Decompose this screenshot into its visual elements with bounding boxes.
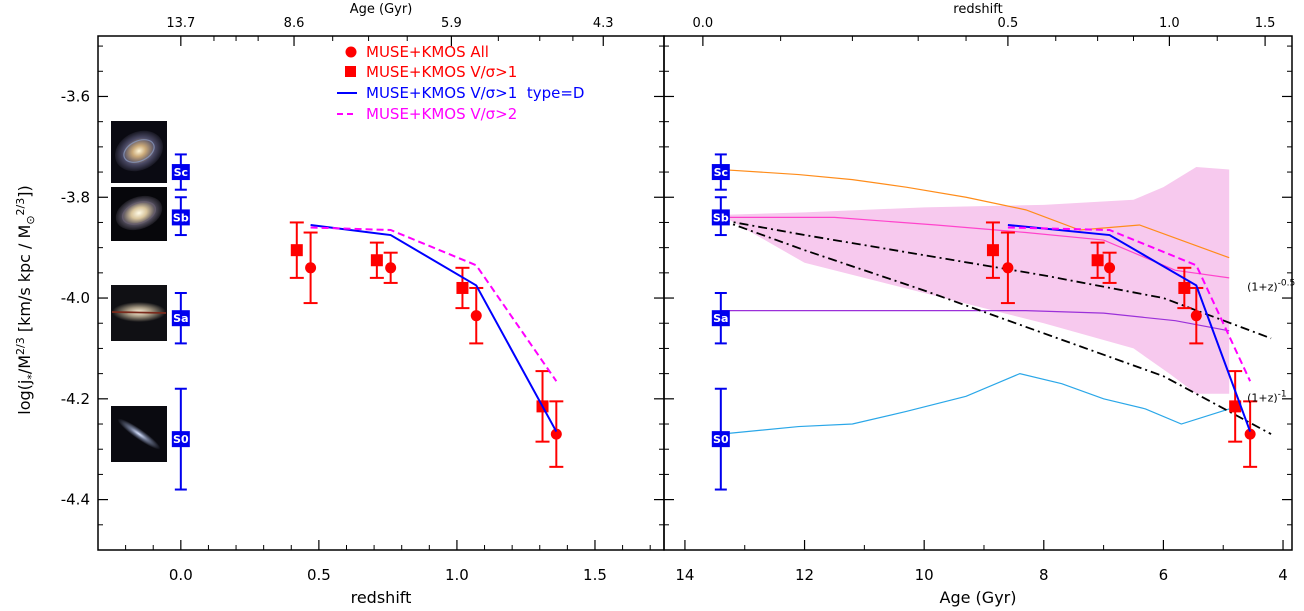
- right-x-tick-label: 6: [1159, 566, 1169, 584]
- galaxy-thumbnail-sa: [111, 285, 167, 341]
- data-point-circle: [1104, 262, 1116, 274]
- right-reference-box: [711, 310, 730, 327]
- right-panel-frame: [663, 35, 1293, 551]
- legend-marker-circle: [345, 46, 357, 58]
- right-model-lines-layer: [720, 168, 1272, 435]
- data-point-square: [456, 281, 469, 294]
- right-reference-box: [711, 164, 730, 181]
- left-x-tick-label: 0.5: [307, 566, 331, 584]
- left-reference-box: [171, 164, 190, 181]
- series-line: [720, 168, 1230, 259]
- left-top-axis-label: Age (Gyr): [350, 2, 413, 17]
- right-x-tick-label: 4: [1278, 566, 1288, 584]
- legend: MUSE+KMOS All MUSE+KMOS V/σ>1 MUSE+KMOS …: [337, 43, 584, 123]
- axis-ticks-layer: 0.0 0.5 1.0 1.5 -3.6 -3.8 -4.0 -4.2 -4.4 13.7 8.6 5…: [61, 16, 1292, 584]
- data-point-circle: [1002, 262, 1014, 274]
- series-line: [720, 372, 1230, 435]
- legend-label-vsigma1: MUSE+KMOS V/σ>1: [366, 63, 517, 81]
- data-point-circle: [550, 428, 562, 440]
- left-x-axis-label: redshift: [351, 588, 412, 607]
- left-top-tick-label: 8.6: [284, 16, 305, 31]
- series-line: [720, 219, 1272, 435]
- series-line: [1007, 226, 1252, 382]
- shaded-band: [720, 167, 1230, 394]
- y-tick-label: -3.8: [61, 188, 90, 206]
- y-tick-label: -3.6: [61, 87, 90, 105]
- legend-label-all: MUSE+KMOS All: [366, 43, 489, 61]
- right-reference-label: Sc: [714, 166, 728, 179]
- data-point-circle: [1244, 428, 1256, 440]
- reference-boxes-layer: Sc Sb Sa S0 Sc Sb Sa S0: [171, 153, 730, 491]
- right-top-tick-label: 1.5: [1255, 16, 1276, 31]
- legend-marker-square: [345, 66, 356, 77]
- data-point-square: [986, 244, 999, 257]
- legend-label-typeD: MUSE+KMOS V/σ>1 type=D: [366, 84, 584, 102]
- right-reference-label: Sa: [713, 312, 728, 325]
- series-line: [720, 216, 1230, 279]
- left-reference-label: Sc: [174, 166, 188, 179]
- data-point-square: [1229, 400, 1242, 413]
- right-x-axis-label: Age (Gyr): [940, 588, 1017, 607]
- data-point-square: [370, 254, 383, 267]
- series-line: [310, 223, 558, 433]
- data-point-square: [290, 244, 303, 257]
- data-point-circle: [470, 310, 482, 322]
- right-x-tick-label: 12: [795, 566, 814, 584]
- data-point-circle: [305, 262, 317, 274]
- right-top-tick-label: 0.0: [693, 16, 714, 31]
- series-line: [310, 226, 558, 382]
- left-series-layer: [289, 221, 564, 468]
- right-reference-box: [711, 209, 730, 226]
- power-law-annotation: (1+z)-1: [1247, 389, 1287, 404]
- galaxy-thumbnail-sc: [111, 121, 167, 183]
- right-reference-label: Sb: [713, 211, 729, 224]
- right-shaded-band-layer: [720, 167, 1230, 394]
- data-point-square: [1091, 254, 1104, 267]
- left-x-tick-label: 1.5: [583, 566, 607, 584]
- data-point-circle: [1190, 310, 1202, 322]
- right-top-axis-label: redshift: [953, 2, 1002, 17]
- y-axis-label: log(j*/M2/3 [km/s kpc / M⊙2/3]): [14, 185, 38, 414]
- data-point-square: [1178, 281, 1191, 294]
- right-reference-box: [711, 431, 730, 448]
- left-reference-box: [171, 431, 190, 448]
- data-point-circle: [385, 262, 397, 274]
- series-line: [720, 219, 1272, 340]
- left-x-tick-label: 0.0: [169, 566, 193, 584]
- right-x-tick-label: 10: [915, 566, 934, 584]
- left-x-tick-label: 1.0: [445, 566, 469, 584]
- right-top-tick-label: 1.0: [1159, 16, 1180, 31]
- galaxy-thumbnail-s0: [111, 406, 167, 462]
- left-top-tick-label: 5.9: [441, 16, 462, 31]
- right-reference-label: S0: [713, 433, 729, 446]
- right-x-tick-label: 8: [1039, 566, 1049, 584]
- left-reference-label: Sb: [173, 211, 189, 224]
- galaxy-thumbnail-sb: [111, 187, 167, 241]
- left-reference-box: [171, 209, 190, 226]
- right-top-tick-label: 0.5: [998, 16, 1019, 31]
- left-top-tick-label: 4.3: [593, 16, 614, 31]
- right-annotations-layer: (1+z)-0.5 (1+z)-1: [1247, 278, 1295, 404]
- left-reference-box: [171, 310, 190, 327]
- y-tick-label: -4.2: [61, 390, 90, 408]
- left-reference-label: Sa: [173, 312, 188, 325]
- series-line: [1007, 223, 1252, 432]
- left-top-tick-label: 13.7: [166, 16, 195, 31]
- left-reference-label: S0: [173, 433, 189, 446]
- series-line: [720, 310, 1230, 332]
- right-x-tick-label: 14: [675, 566, 694, 584]
- legend-label-vsigma2: MUSE+KMOS V/σ>2: [366, 105, 517, 123]
- right-series-layer: [985, 221, 1258, 468]
- power-law-annotation: (1+z)-0.5: [1247, 278, 1295, 293]
- y-tick-label: -4.0: [61, 289, 90, 307]
- y-tick-label: -4.4: [61, 491, 90, 509]
